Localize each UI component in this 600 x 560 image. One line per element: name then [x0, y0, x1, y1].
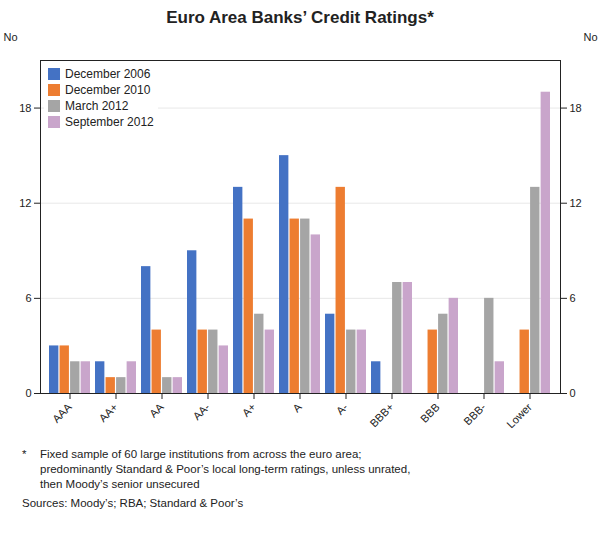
svg-text:BBB: BBB — [418, 401, 442, 425]
svg-text:No: No — [4, 31, 18, 43]
html-text:December 2006: December 2006 — [65, 67, 151, 81]
html-text:December 2010: December 2010 — [65, 83, 151, 97]
svg-text:BBB-: BBB- — [461, 401, 488, 428]
svg-text:A+: A+ — [240, 401, 258, 419]
svg-text:AA+: AA+ — [96, 401, 119, 424]
svg-text:6: 6 — [25, 292, 31, 304]
html-text:Euro Area Banks’ Credit Rating: Euro Area Banks’ Credit Ratings* — [166, 8, 434, 27]
svg-text:18: 18 — [19, 102, 31, 114]
html-text:Fixed sample of 60 large insti: Fixed sample of 60 large institutions fr… — [40, 448, 362, 460]
svg-text:A-: A- — [334, 401, 351, 418]
html-text:September 2012: September 2012 — [65, 115, 154, 129]
svg-text:AA-: AA- — [190, 401, 212, 423]
svg-text:0: 0 — [570, 387, 576, 399]
html-text:then Moody’s senior unsecured: then Moody’s senior unsecured — [40, 478, 200, 490]
svg-text:18: 18 — [570, 102, 582, 114]
svg-text:No: No — [583, 31, 597, 43]
svg-text:AA: AA — [147, 400, 166, 419]
svg-text:BBB+: BBB+ — [367, 401, 396, 430]
html-text:Sources: Moody’s; RBA; Standar: Sources: Moody’s; RBA; Standard & Poor’s — [22, 497, 244, 509]
svg-text:6: 6 — [570, 292, 576, 304]
svg-text:12: 12 — [570, 197, 582, 209]
svg-text:Lower: Lower — [504, 401, 534, 431]
svg-text:0: 0 — [25, 387, 31, 399]
svg-text:12: 12 — [19, 197, 31, 209]
html-text:predominantly Standard & Poor’: predominantly Standard & Poor’s local lo… — [40, 463, 411, 475]
html-text:March 2012: March 2012 — [65, 99, 129, 113]
svg-text:A: A — [290, 400, 304, 414]
svg-text:AAA: AAA — [50, 400, 75, 425]
